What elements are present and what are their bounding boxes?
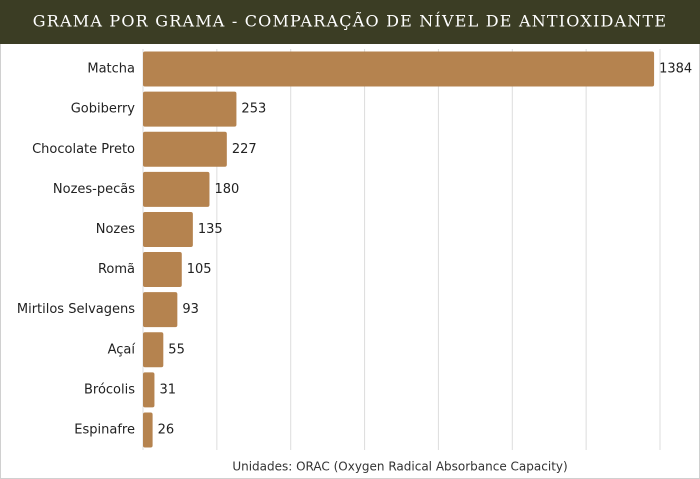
- value-label: 180: [214, 182, 239, 197]
- bar: [143, 412, 153, 448]
- value-label: 253: [241, 102, 266, 117]
- bar: [143, 51, 655, 87]
- value-label: 105: [187, 262, 212, 277]
- y-tick-label: Gobiberry: [71, 102, 136, 117]
- title-banner: [0, 0, 700, 44]
- value-label: 55: [168, 342, 185, 357]
- bar: [143, 292, 178, 328]
- chart-title: GRAMA POR GRAMA - COMPARAÇÃO DE NÍVEL DE…: [33, 11, 667, 31]
- caption: Unidades: ORAC (Oxygen Radical Absorbanc…: [232, 460, 567, 474]
- y-tick-label: Matcha: [87, 62, 135, 77]
- y-tick-label: Chocolate Preto: [32, 142, 135, 157]
- bar: [143, 252, 182, 288]
- value-label: 227: [232, 142, 257, 157]
- bar: [143, 372, 155, 408]
- y-tick-label: Nozes-pecãs: [53, 182, 135, 197]
- value-label: 135: [198, 222, 223, 237]
- value-label: 1384: [659, 62, 692, 77]
- bar: [143, 211, 193, 247]
- y-tick-label: Romã: [98, 262, 135, 277]
- y-tick-label: Açaí: [108, 342, 136, 357]
- y-tick-label: Mirtilos Selvagens: [17, 302, 135, 317]
- bar: [143, 171, 210, 207]
- y-tick-label: Nozes: [96, 222, 136, 237]
- value-label: 93: [182, 302, 199, 317]
- y-tick-label: Espinafre: [74, 422, 135, 437]
- value-label: 26: [158, 422, 175, 437]
- y-tick-label: Brócolis: [84, 382, 135, 397]
- bar: [143, 131, 227, 167]
- bar: [143, 91, 237, 127]
- value-label: 31: [159, 382, 176, 397]
- bar: [143, 332, 164, 368]
